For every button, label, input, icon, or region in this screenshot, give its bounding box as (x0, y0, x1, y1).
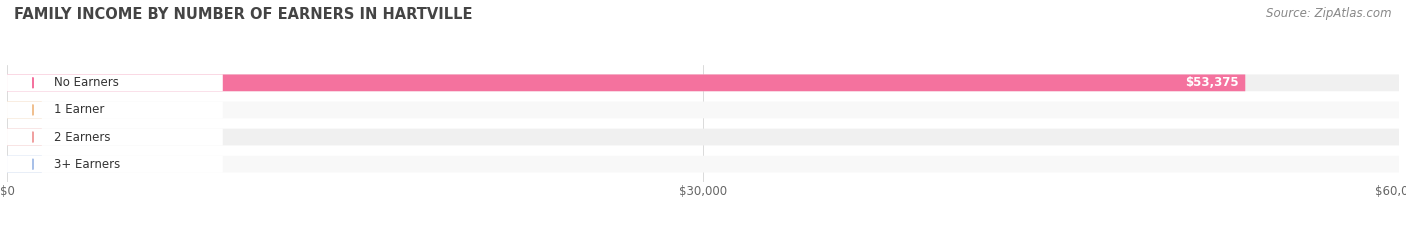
FancyBboxPatch shape (7, 75, 1246, 91)
FancyBboxPatch shape (7, 102, 1399, 118)
Text: FAMILY INCOME BY NUMBER OF EARNERS IN HARTVILLE: FAMILY INCOME BY NUMBER OF EARNERS IN HA… (14, 7, 472, 22)
Text: $0: $0 (53, 130, 67, 144)
Text: $0: $0 (53, 103, 67, 116)
FancyBboxPatch shape (7, 129, 1399, 145)
FancyBboxPatch shape (7, 156, 1399, 172)
Text: 2 Earners: 2 Earners (55, 130, 111, 144)
Text: 1 Earner: 1 Earner (55, 103, 105, 116)
FancyBboxPatch shape (7, 102, 42, 118)
FancyBboxPatch shape (7, 129, 42, 145)
Text: Source: ZipAtlas.com: Source: ZipAtlas.com (1267, 7, 1392, 20)
Text: $53,375: $53,375 (1185, 76, 1239, 89)
FancyBboxPatch shape (7, 75, 222, 91)
FancyBboxPatch shape (7, 156, 42, 172)
FancyBboxPatch shape (7, 75, 1399, 91)
Text: 3+ Earners: 3+ Earners (55, 158, 121, 171)
Text: $0: $0 (53, 158, 67, 171)
FancyBboxPatch shape (7, 156, 222, 172)
FancyBboxPatch shape (7, 129, 222, 145)
Text: No Earners: No Earners (55, 76, 120, 89)
FancyBboxPatch shape (7, 102, 222, 118)
